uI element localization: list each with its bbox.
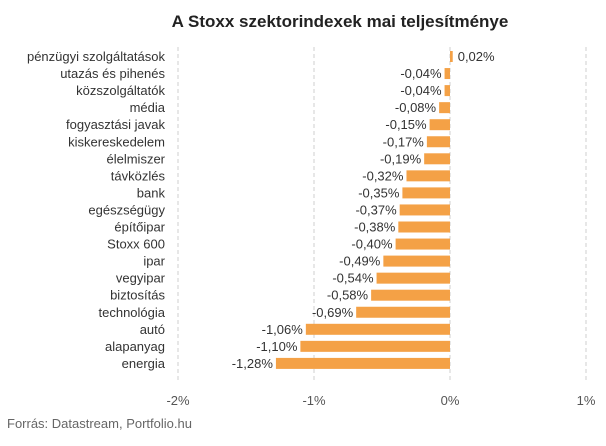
- value-label: -1,28%: [232, 356, 274, 371]
- chart-source: Forrás: Datastream, Portfolio.hu: [7, 416, 192, 431]
- bar: [305, 323, 450, 335]
- bar: [376, 272, 450, 284]
- value-label: -1,10%: [256, 339, 298, 354]
- value-label: -1,06%: [262, 322, 304, 337]
- x-tick-label: 0%: [441, 393, 460, 408]
- bars-layer: [275, 51, 453, 369]
- category-label: biztosítás: [110, 288, 165, 303]
- value-label: -0,17%: [383, 134, 425, 149]
- x-tick-label: 1%: [577, 393, 596, 408]
- bar: [424, 153, 450, 165]
- value-label: -0,15%: [385, 117, 427, 132]
- chart-title: A Stoxx szektorindexek mai teljesítménye: [172, 12, 509, 31]
- category-label: bank: [137, 185, 166, 200]
- category-label: építőipar: [114, 220, 165, 235]
- category-label: közszolgáltatók: [76, 83, 165, 98]
- value-label: -0,40%: [351, 237, 393, 252]
- category-label: autó: [140, 322, 165, 337]
- bar: [371, 289, 450, 301]
- value-label: -0,38%: [354, 220, 396, 235]
- value-label: 0,02%: [458, 49, 495, 64]
- x-tick-label: -2%: [166, 393, 190, 408]
- bar: [444, 85, 450, 97]
- category-label: Stoxx 600: [107, 237, 165, 252]
- bar: [275, 357, 450, 369]
- bar: [356, 306, 450, 318]
- value-label: -0,58%: [327, 288, 369, 303]
- bar: [439, 102, 450, 114]
- category-label: fogyasztási javak: [66, 117, 165, 132]
- category-label: kiskereskedelem: [68, 134, 165, 149]
- value-label: -0,19%: [380, 151, 422, 166]
- labels-layer: pénzügyi szolgáltatások 0,02% utazás és pi…: [27, 49, 495, 371]
- bar: [444, 68, 450, 80]
- category-label: utazás és pihenés: [60, 66, 165, 81]
- bar: [383, 255, 450, 267]
- value-label: -0,49%: [339, 254, 381, 269]
- bar: [395, 238, 450, 250]
- value-label: -0,69%: [312, 305, 354, 320]
- category-label: alapanyag: [105, 339, 165, 354]
- category-label: technológia: [99, 305, 166, 320]
- category-label: energia: [122, 356, 166, 371]
- value-label: -0,04%: [400, 66, 442, 81]
- category-label: pénzügyi szolgáltatások: [27, 49, 166, 64]
- bar: [399, 204, 450, 216]
- value-label: -0,35%: [358, 185, 400, 200]
- bar: [402, 187, 450, 199]
- ticks-layer: -2% -1% 0% 1%: [166, 393, 595, 408]
- bar: [398, 221, 450, 233]
- bar: [300, 340, 450, 352]
- value-label: -0,37%: [355, 202, 397, 217]
- bar: [450, 51, 453, 62]
- x-tick-label: -1%: [302, 393, 326, 408]
- value-label: -0,54%: [332, 271, 374, 286]
- category-label: egészségügy: [88, 202, 165, 217]
- bar: [429, 119, 450, 131]
- value-label: -0,04%: [400, 83, 442, 98]
- category-label: média: [130, 100, 166, 115]
- bar: [426, 136, 450, 148]
- category-label: élelmiszer: [106, 151, 165, 166]
- category-label: ipar: [143, 254, 165, 269]
- bar: [406, 170, 450, 182]
- category-label: távközlés: [111, 168, 166, 183]
- value-label: -0,08%: [395, 100, 437, 115]
- category-label: vegyipar: [116, 271, 166, 286]
- value-label: -0,32%: [362, 168, 404, 183]
